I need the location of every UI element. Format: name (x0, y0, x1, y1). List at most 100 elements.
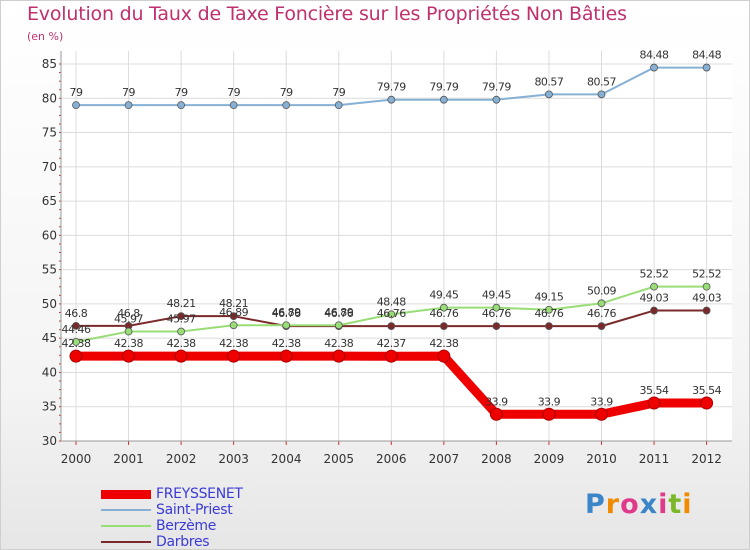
data-label: 48.21 (167, 297, 196, 310)
data-point (542, 407, 556, 421)
data-point (650, 282, 658, 291)
data-label: 46.76 (377, 307, 406, 320)
data-point (177, 327, 186, 336)
data-label: 42.38 (167, 337, 196, 350)
data-point (69, 349, 83, 363)
data-label: 79.79 (377, 81, 406, 94)
y-tick-label: 60 (42, 228, 57, 242)
y-tick-label: 85 (42, 57, 57, 71)
data-label: 46.89 (324, 306, 353, 319)
x-tick-label: 2003 (218, 452, 249, 466)
data-point (492, 303, 501, 312)
data-label: 46.76 (534, 307, 563, 320)
data-label: 50.09 (587, 284, 616, 297)
data-label: 42.38 (324, 337, 353, 350)
data-label: 79 (122, 86, 135, 99)
data-point (282, 321, 291, 330)
legend-swatch (101, 525, 151, 527)
y-tick-label: 80 (42, 91, 57, 105)
data-point (702, 282, 711, 291)
data-label: 49.45 (482, 289, 511, 302)
data-label: 46.76 (272, 307, 301, 320)
data-point (492, 322, 501, 331)
legend-label: Saint-Priest (156, 502, 233, 518)
data-point (437, 349, 451, 363)
data-point (700, 396, 714, 410)
y-tick-label: 75 (42, 126, 57, 140)
y-tick-label: 50 (42, 297, 57, 311)
data-point (387, 310, 396, 319)
data-label: 42.38 (219, 337, 248, 350)
legend-label: Darbres (156, 534, 210, 550)
data-label: 84.48 (640, 49, 669, 62)
data-point (595, 407, 608, 421)
data-point (545, 322, 553, 331)
data-label: 46.76 (482, 307, 511, 320)
data-point (229, 101, 238, 110)
data-label: 80.57 (534, 75, 563, 88)
data-point (334, 101, 343, 110)
data-label: 79 (227, 86, 240, 99)
y-tick-label: 70 (42, 160, 57, 174)
x-tick-label: 2001 (113, 452, 144, 466)
legend-swatch (101, 490, 151, 499)
data-point (597, 90, 606, 99)
data-point (177, 312, 186, 321)
legend-label: Berzème (156, 518, 217, 534)
y-tick-label: 45 (42, 331, 57, 345)
data-label: 79 (175, 86, 188, 99)
data-label: 79 (280, 86, 293, 99)
data-point (334, 321, 343, 330)
data-label: 42.38 (114, 337, 143, 350)
y-tick-label: 65 (42, 194, 57, 208)
data-label: 45.97 (167, 313, 196, 326)
data-label: 79.79 (482, 81, 511, 94)
data-label: 33.9 (485, 395, 508, 408)
data-point (702, 63, 711, 72)
data-label: 49.45 (429, 289, 458, 302)
data-label: 46.89 (272, 306, 301, 319)
y-tick-label: 30 (42, 434, 57, 448)
x-tick-label: 2012 (691, 452, 722, 466)
data-label: 46.76 (324, 307, 353, 320)
proxiti-logo: Proxiti (585, 489, 693, 520)
data-point (229, 321, 238, 330)
data-point (597, 322, 606, 331)
data-point (332, 349, 346, 363)
data-point (227, 349, 241, 363)
data-label: 46.76 (429, 307, 458, 320)
x-tick-label: 2000 (61, 452, 92, 466)
x-tick-label: 2011 (639, 452, 670, 466)
data-label: 48.48 (377, 295, 406, 308)
x-tick-label: 2007 (429, 452, 460, 466)
data-label: 44.46 (62, 323, 91, 336)
data-label: 35.54 (692, 384, 721, 397)
data-point (439, 322, 448, 331)
data-label: 45.97 (114, 313, 143, 326)
data-point (124, 327, 133, 336)
data-point (492, 95, 501, 104)
data-label: 48.21 (219, 297, 248, 310)
data-label: 46.76 (587, 307, 616, 320)
data-label: 79.79 (429, 81, 458, 94)
data-label: 49.03 (692, 292, 721, 305)
data-point (72, 321, 80, 330)
data-point (174, 349, 188, 363)
data-point (650, 306, 658, 315)
data-label: 35.54 (640, 384, 669, 397)
data-point (177, 101, 186, 110)
x-tick-label: 2008 (481, 452, 512, 466)
data-point (650, 63, 658, 72)
plot-area (61, 51, 732, 441)
data-label: 33.9 (590, 395, 613, 408)
data-point (384, 349, 398, 363)
data-label: 52.52 (640, 268, 669, 281)
x-tick-label: 2002 (166, 452, 197, 466)
data-label: 49.15 (534, 291, 563, 304)
data-label: 80.57 (587, 75, 616, 88)
x-tick-label: 2010 (586, 452, 617, 466)
legend-swatch (101, 509, 151, 511)
data-point (647, 396, 661, 410)
data-point (387, 95, 396, 104)
